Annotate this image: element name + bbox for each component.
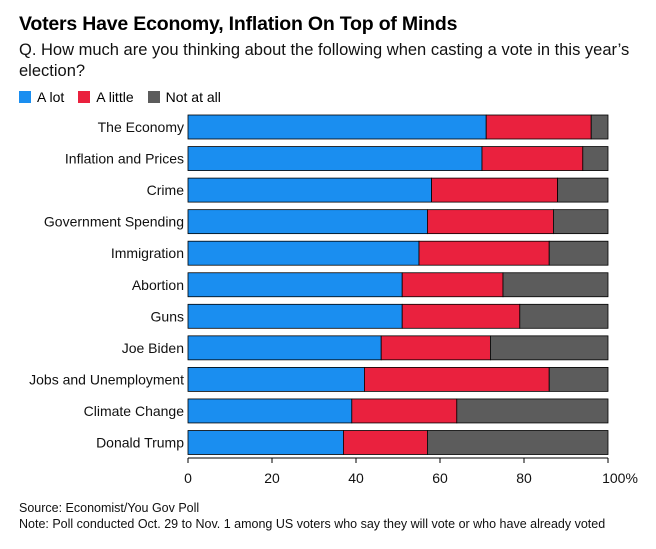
category-label-the-economy: The Economy [98, 119, 184, 135]
bar-not-at-all-immigration [548, 240, 609, 266]
bar-a-little-donald-trump [342, 430, 428, 455]
bar-a-little-guns [401, 303, 521, 329]
bar-a-lot-government-spending [187, 209, 428, 235]
bar-a-lot-donald-trump [187, 430, 344, 455]
stacked-bar-chart: The Economy Inflation and Prices Crime Gove… [29, 114, 638, 486]
source-note: Source: Economist/You Gov Poll [19, 501, 200, 515]
category-label-guns: Guns [151, 308, 184, 324]
bar-not-at-all-guns [519, 303, 609, 329]
category-label-donald-trump: Donald Trump [96, 435, 184, 451]
legend-label-not-at-all: Not at all [165, 89, 221, 105]
x-tick-label-3: 60 [432, 470, 448, 486]
x-tick-label-0: 0 [184, 470, 192, 486]
bar-not-at-all-inflation-and-prices [582, 146, 609, 171]
chart-subtitle: Q. How much are you thinking about the f… [19, 41, 630, 80]
x-tick-label-1: 20 [264, 470, 280, 486]
category-label-jobs-and-unemployment: Jobs and Unemployment [29, 371, 184, 387]
bar-a-little-inflation-and-prices [481, 146, 584, 171]
x-tick-label-2: 40 [348, 470, 364, 486]
bar-a-lot-jobs-and-unemployment [187, 366, 365, 392]
bar-a-little-crime [431, 177, 559, 203]
bar-a-little-government-spending [426, 209, 554, 235]
bar-not-at-all-abortion [502, 272, 609, 298]
legend: A lot A little Not at all [19, 89, 235, 105]
bar-a-little-immigration [418, 240, 550, 266]
poll-note: Note: Poll conducted Oct. 29 to Nov. 1 a… [19, 517, 606, 531]
category-label-climate-change: Climate Change [84, 403, 185, 419]
bar-a-little-climate-change [351, 398, 458, 424]
x-tick-label-4: 80 [516, 470, 532, 486]
legend-swatch-a-lot [19, 91, 31, 103]
legend-label-a-lot: A lot [37, 89, 65, 105]
category-label-abortion: Abortion [132, 277, 184, 293]
bar-not-at-all-the-economy [590, 114, 609, 140]
bar-not-at-all-climate-change [456, 398, 609, 424]
bar-not-at-all-donald-trump [426, 430, 609, 455]
legend-swatch-a-little [78, 91, 91, 103]
legend-label-a-little: A little [96, 89, 134, 105]
legend-swatch-not-at-all [147, 91, 160, 103]
category-label-joe-biden: Joe Biden [122, 340, 184, 356]
bar-a-lot-joe-biden [187, 335, 382, 361]
bar-a-little-the-economy [485, 114, 592, 140]
bar-a-lot-guns [187, 303, 403, 329]
bar-a-lot-the-economy [187, 114, 487, 140]
bar-not-at-all-joe-biden [489, 335, 609, 361]
bar-a-lot-abortion [187, 272, 403, 298]
bar-not-at-all-government-spending [553, 209, 609, 235]
chart-title: Voters Have Economy, Inflation On Top of… [19, 13, 458, 35]
bar-a-little-jobs-and-unemployment [363, 366, 550, 392]
x-tick-label-5: 100% [602, 470, 638, 486]
category-label-inflation-and-prices: Inflation and Prices [65, 151, 184, 167]
bar-not-at-all-crime [557, 177, 609, 203]
bar-a-lot-immigration [187, 240, 420, 266]
bar-a-lot-crime [187, 177, 433, 203]
bar-a-little-abortion [401, 272, 504, 298]
bar-a-little-joe-biden [380, 335, 491, 361]
category-label-immigration: Immigration [111, 245, 184, 261]
bar-a-lot-inflation-and-prices [187, 146, 483, 171]
bar-not-at-all-jobs-and-unemployment [548, 366, 609, 392]
legend-item-a-lot: A lot [19, 89, 64, 105]
legend-item-not-at-all: Not at all [147, 89, 221, 105]
bar-a-lot-climate-change [187, 398, 353, 424]
category-label-crime: Crime [147, 182, 185, 198]
legend-item-a-little: A little [78, 89, 134, 105]
category-label-government-spending: Government Spending [44, 214, 184, 230]
